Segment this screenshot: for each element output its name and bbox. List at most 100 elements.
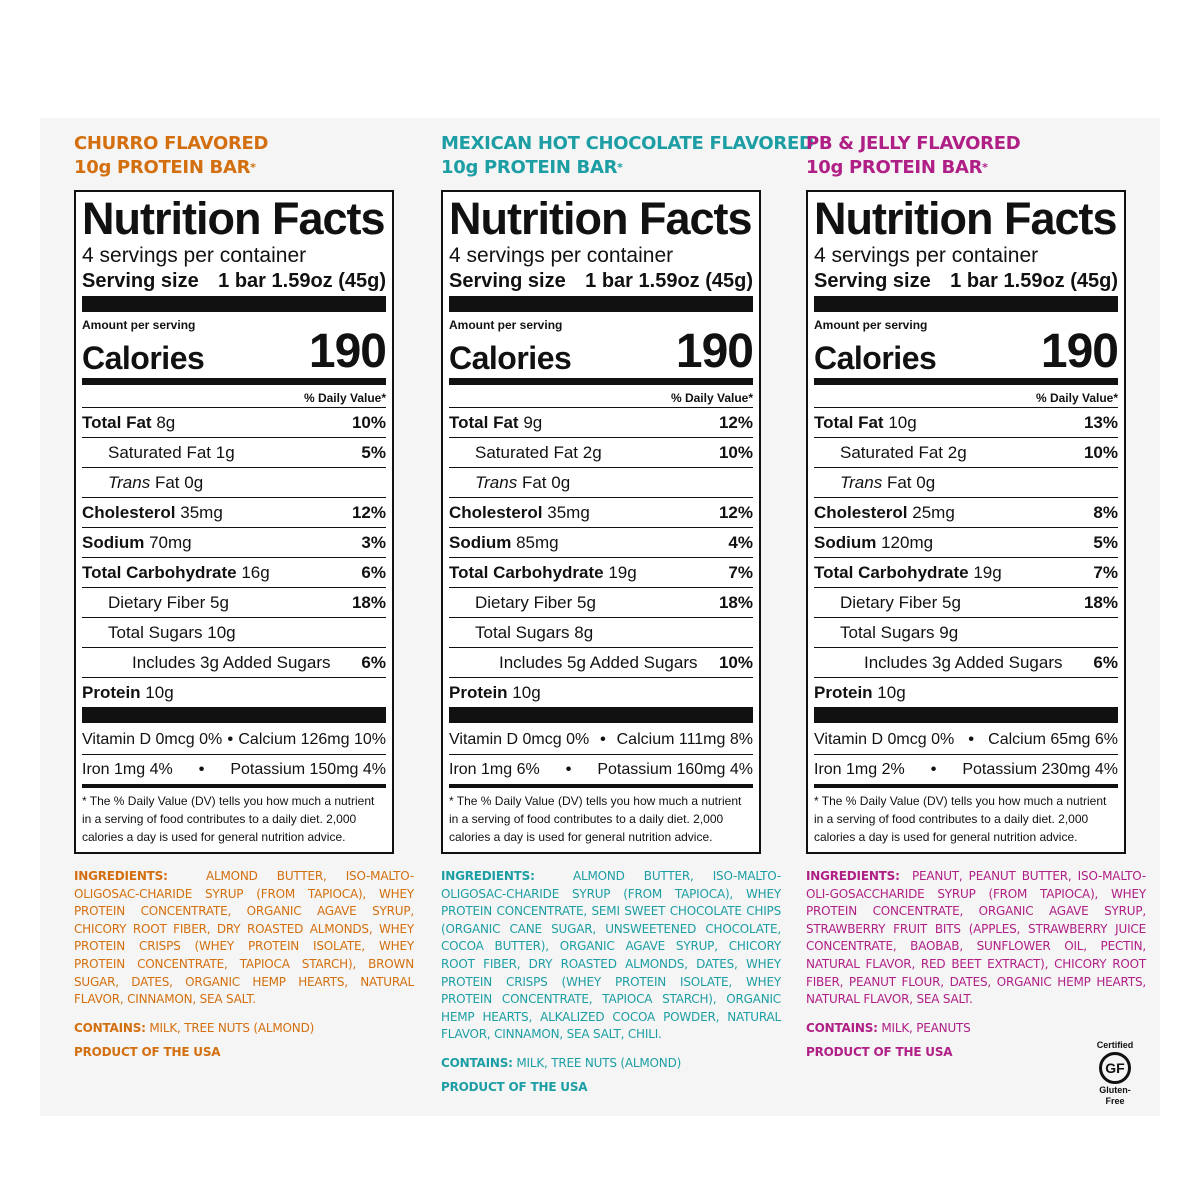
flavor-heading: CHURRO FLAVORED 10g PROTEIN BAR* <box>74 132 410 182</box>
allergen-contains: CONTAINS: MILK, TREE NUTS (ALMOND) <box>74 1020 315 1035</box>
serving-size: Serving size 1 bar 1.59oz (45g) <box>82 270 386 292</box>
amount-per-serving: Amount per serving <box>814 318 928 332</box>
calories-row: Calories 190 <box>814 328 1119 377</box>
daily-value-header: % Daily Value* <box>814 389 1118 408</box>
calories-value: 190 <box>1040 325 1119 378</box>
nutrition-facts-title: Nutrition Facts <box>82 193 386 244</box>
product-origin: PRODUCT OF THE USA <box>74 1044 221 1059</box>
churro-column: CHURRO FLAVORED 10g PROTEIN BAR* Nutriti… <box>74 132 414 1059</box>
vitamin-d-calcium-row: Vitamin D 0mcg 0% • Calcium 111mg 8% <box>449 725 753 755</box>
divider-thick <box>82 296 386 312</box>
calories-value: 190 <box>308 325 387 378</box>
trans-fat-row: Trans Fat 0g <box>814 468 1118 498</box>
gf-logo-icon: GF <box>1099 1052 1131 1084</box>
gf-gluten-free-text: Gluten-Free <box>1099 1085 1131 1106</box>
nutrition-facts-label: Nutrition Facts 4 servings per container… <box>806 190 1126 854</box>
allergen-contains: CONTAINS: MILK, TREE NUTS (ALMOND) <box>441 1055 682 1070</box>
calories-label: Calories <box>449 340 572 376</box>
servings-per-container: 4 servings per container <box>449 244 674 267</box>
iron-potassium-row: Iron 1mg 4% • Potassium 150mg 4% <box>82 755 386 788</box>
dietary-fiber-row: Dietary Fiber 5g 18% <box>82 588 386 618</box>
certified-gluten-free-badge: Certified GF Gluten-Free <box>1090 1040 1140 1106</box>
servings-per-container: 4 servings per container <box>814 244 1039 267</box>
added-sugars-row: Includes 3g Added Sugars 6% <box>814 648 1118 678</box>
flavor-name: PB & JELLY FLAVORED <box>806 133 1021 154</box>
trans-fat-row: Trans Fat 0g <box>82 468 386 498</box>
flavor-name: CHURRO FLAVORED <box>74 133 269 154</box>
dietary-fiber-row: Dietary Fiber 5g 18% <box>449 588 753 618</box>
product-origin: PRODUCT OF THE USA <box>806 1044 953 1059</box>
divider-thick <box>814 296 1118 312</box>
total-fat-row: Total Fat 8g 10% <box>82 408 386 438</box>
total-carbohydrate-row: Total Carbohydrate 19g 7% <box>449 558 753 588</box>
calories-value: 190 <box>675 325 754 378</box>
divider-medium <box>814 378 1118 385</box>
divider-medium <box>449 378 753 385</box>
saturated-fat-row: Saturated Fat 2g 10% <box>449 438 753 468</box>
iron-potassium-row: Iron 1mg 6% • Potassium 160mg 4% <box>449 755 753 788</box>
serving-size: Serving size 1 bar 1.59oz (45g) <box>449 270 753 292</box>
flavor-heading: MEXICAN HOT CHOCOLATE FLAVORED 10g PROTE… <box>441 132 814 182</box>
protein-row: Protein 10g <box>449 683 541 702</box>
divider-thick <box>449 707 753 723</box>
added-sugars-row: Includes 3g Added Sugars 6% <box>82 648 386 678</box>
gf-certified-text: Certified <box>1096 1040 1134 1050</box>
dietary-fiber-row: Dietary Fiber 5g 18% <box>814 588 1118 618</box>
flavor-heading: PB & JELLY FLAVORED 10g PROTEIN BAR* <box>806 132 1142 182</box>
total-fat-row: Total Fat 9g 12% <box>449 408 753 438</box>
iron-potassium-row: Iron 1mg 2% • Potassium 230mg 4% <box>814 755 1118 788</box>
vitamin-d-calcium-row: Vitamin D 0mcg 0% • Calcium 65mg 6% <box>814 725 1118 755</box>
nutrition-facts-label: Nutrition Facts 4 servings per container… <box>441 190 761 854</box>
saturated-fat-row: Saturated Fat 2g 10% <box>814 438 1118 468</box>
vitamin-d-calcium-row: Vitamin D 0mcg 0% • Calcium 126mg 10% <box>82 725 386 755</box>
protein-row: Protein 10g <box>82 683 174 702</box>
cholesterol-row: Cholesterol 25mg 8% <box>814 498 1118 528</box>
total-sugars-row: Total Sugars 9g <box>814 618 1118 648</box>
daily-value-footnote: * The % Daily Value (DV) tells you how m… <box>449 794 742 844</box>
total-sugars-row: Total Sugars 8g <box>449 618 753 648</box>
calories-label: Calories <box>814 340 937 376</box>
nutrition-facts-title: Nutrition Facts <box>449 193 753 244</box>
amount-per-serving: Amount per serving <box>82 318 196 332</box>
divider-thick <box>814 707 1118 723</box>
divider-thick <box>82 707 386 723</box>
protein-claim: 10g PROTEIN BAR* <box>806 157 988 178</box>
mexican-hot-chocolate-column: MEXICAN HOT CHOCOLATE FLAVORED 10g PROTE… <box>441 132 814 1094</box>
saturated-fat-row: Saturated Fat 1g 5% <box>82 438 386 468</box>
divider-medium <box>82 378 386 385</box>
ingredients: INGREDIENTS: PEANUT, PEANUT BUTTER, ISO-… <box>806 869 1146 1007</box>
calories-label: Calories <box>82 340 205 376</box>
protein-claim: 10g PROTEIN BAR* <box>74 157 256 178</box>
product-origin: PRODUCT OF THE USA <box>441 1079 588 1094</box>
pb-jelly-column: PB & JELLY FLAVORED 10g PROTEIN BAR* Nut… <box>806 132 1146 1059</box>
trans-fat-row: Trans Fat 0g <box>449 468 753 498</box>
nutrition-facts-label: Nutrition Facts 4 servings per container… <box>74 190 394 854</box>
protein-claim: 10g PROTEIN BAR* <box>441 157 623 178</box>
daily-value-footnote: * The % Daily Value (DV) tells you how m… <box>82 794 375 844</box>
daily-value-footnote: * The % Daily Value (DV) tells you how m… <box>814 794 1107 844</box>
cholesterol-row: Cholesterol 35mg 12% <box>82 498 386 528</box>
serving-size: Serving size 1 bar 1.59oz (45g) <box>814 270 1118 292</box>
nutrition-facts-title: Nutrition Facts <box>814 193 1118 244</box>
daily-value-header: % Daily Value* <box>449 389 753 408</box>
allergen-contains: CONTAINS: MILK, PEANUTS <box>806 1020 971 1035</box>
sodium-row: Sodium 85mg 4% <box>449 528 753 558</box>
total-fat-row: Total Fat 10g 13% <box>814 408 1118 438</box>
total-carbohydrate-row: Total Carbohydrate 16g 6% <box>82 558 386 588</box>
ingredients: INGREDIENTS: ALMOND BUTTER, ISO-MALTO-OL… <box>74 869 415 1007</box>
divider-thick <box>449 296 753 312</box>
total-carbohydrate-row: Total Carbohydrate 19g 7% <box>814 558 1118 588</box>
sodium-row: Sodium 120mg 5% <box>814 528 1118 558</box>
servings-per-container: 4 servings per container <box>82 244 307 267</box>
total-sugars-row: Total Sugars 10g <box>82 618 386 648</box>
amount-per-serving: Amount per serving <box>449 318 563 332</box>
daily-value-header: % Daily Value* <box>82 389 386 408</box>
added-sugars-row: Includes 5g Added Sugars 10% <box>449 648 753 678</box>
protein-row: Protein 10g <box>814 683 906 702</box>
calories-row: Calories 190 <box>82 328 387 377</box>
sodium-row: Sodium 70mg 3% <box>82 528 386 558</box>
calories-row: Calories 190 <box>449 328 754 377</box>
ingredients: INGREDIENTS: ALMOND BUTTER, ISO-MALTO-OL… <box>441 869 782 1042</box>
flavor-name: MEXICAN HOT CHOCOLATE FLAVORED <box>441 133 814 154</box>
cholesterol-row: Cholesterol 35mg 12% <box>449 498 753 528</box>
